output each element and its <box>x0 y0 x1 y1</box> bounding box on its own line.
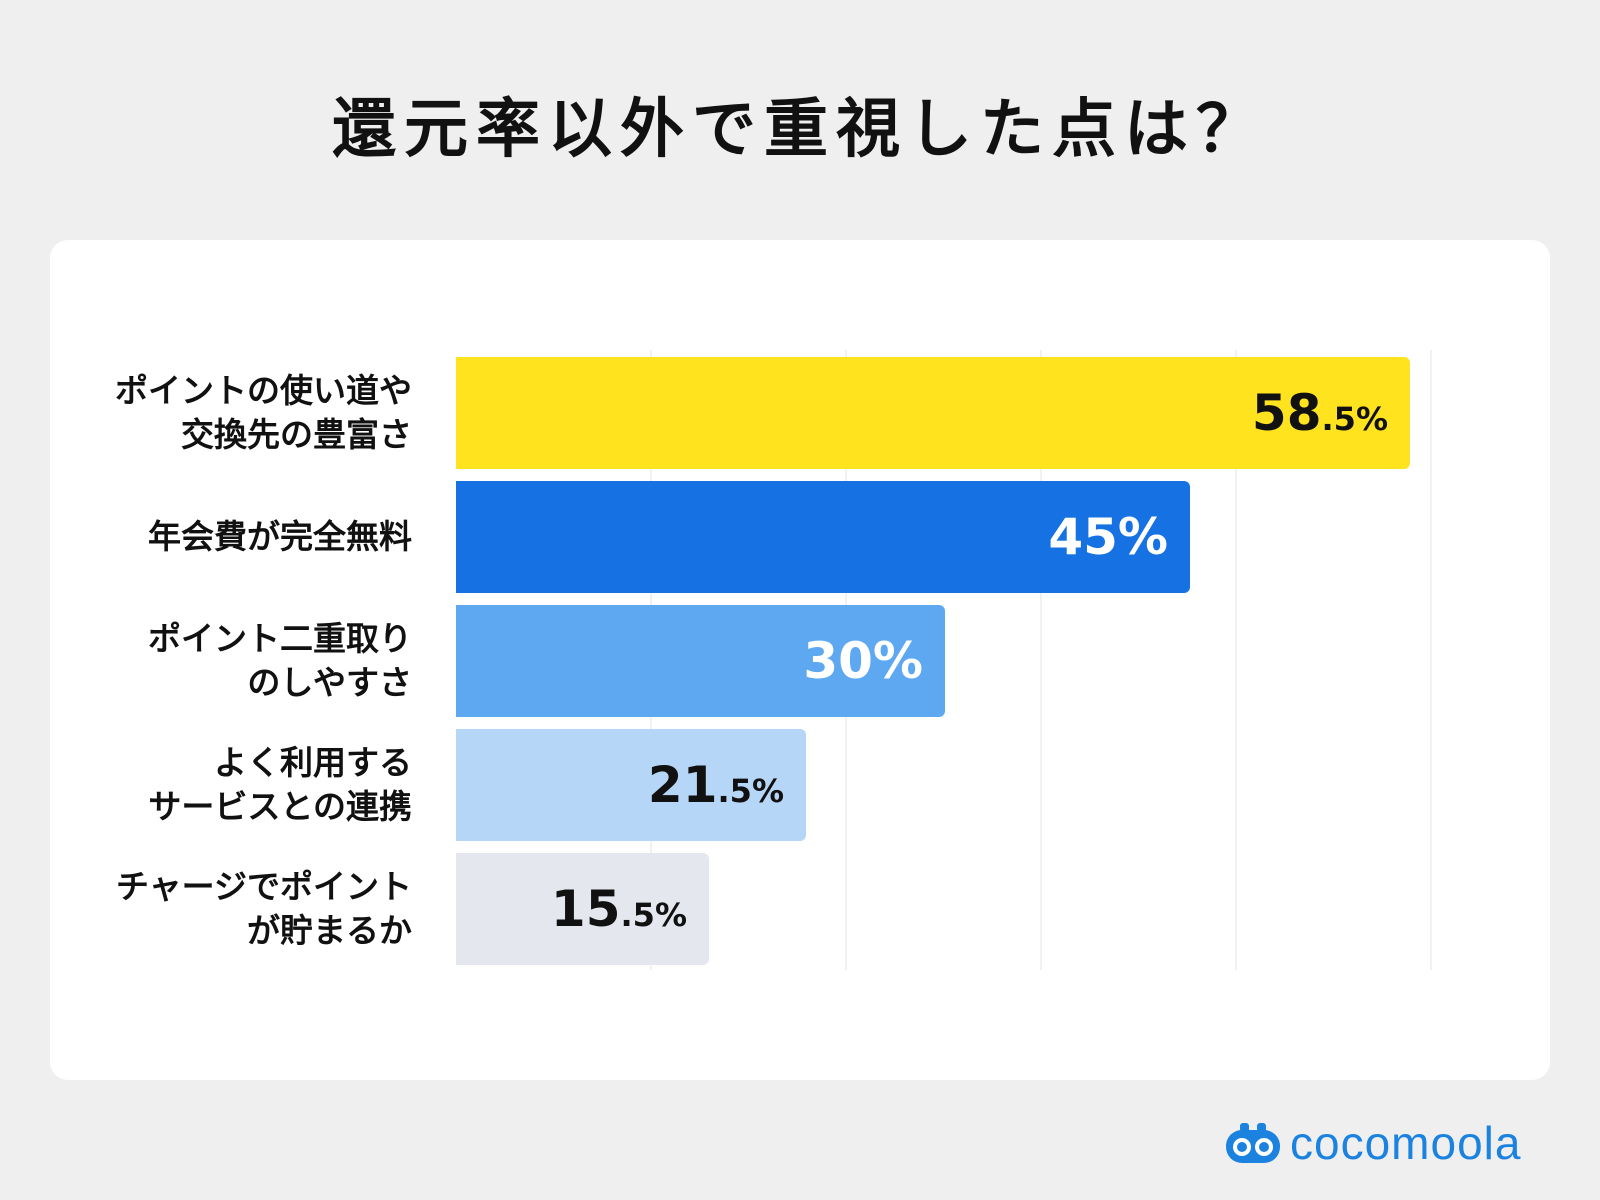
value-label: 30% <box>603 605 923 717</box>
binoculars-logo-icon <box>1226 1123 1280 1163</box>
value-label-integer: 30% <box>803 632 923 690</box>
gridline <box>1430 350 1432 970</box>
bar <box>456 729 806 841</box>
chart-title: 還元率以外で重視した点は？ <box>332 93 1268 167</box>
gridline <box>1235 350 1237 970</box>
category-label: 年会費が完全無料 <box>148 517 412 556</box>
brand-name: cocomoola <box>1290 1117 1522 1169</box>
value-label-fraction: .5% <box>1321 400 1388 438</box>
value-label-fraction: .5% <box>620 896 687 934</box>
value-label: 58.5% <box>1068 357 1388 469</box>
value-label-integer: 58 <box>1251 384 1322 442</box>
bar <box>456 605 945 717</box>
bar <box>456 481 1190 593</box>
value-label-fraction: .5% <box>717 772 784 810</box>
value-label: 15.5% <box>367 853 687 965</box>
bar <box>456 357 1410 469</box>
gridline <box>1040 350 1042 970</box>
value-label-integer: 21 <box>647 756 718 814</box>
value-label: 45% <box>848 481 1168 593</box>
category-label: よく利用する サービスとの連携 <box>148 743 412 826</box>
category-label: チャージでポイント が貯まるか <box>115 867 412 950</box>
bar <box>456 853 709 965</box>
value-label: 21.5% <box>464 729 784 841</box>
value-label-integer: 45% <box>1048 508 1168 566</box>
category-label: ポイント二重取り のしやすさ <box>148 619 412 702</box>
value-label-integer: 15 <box>550 880 621 938</box>
brand-logo: cocomoola <box>1224 1118 1521 1168</box>
category-label: ポイントの使い道や 交換先の豊富さ <box>115 371 412 454</box>
